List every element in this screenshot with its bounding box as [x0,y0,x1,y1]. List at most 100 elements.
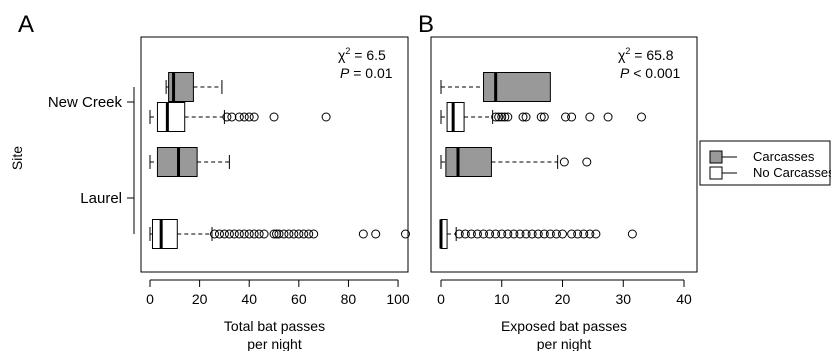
outlier-point [636,112,646,122]
outlier-point [509,229,519,239]
box-new-creek-carcasses [440,72,551,102]
outlier-point [527,229,537,239]
x-axis-label: per night [247,336,302,351]
outlier-point [400,229,410,239]
legend-entry: No Carcasses [709,165,831,180]
outlier-point [244,229,254,239]
outlier-point [591,229,601,239]
outlier-point [585,229,595,239]
outlier-point [567,229,577,239]
x-tick-label: 0 [146,291,154,307]
outlier-point [294,229,304,239]
outlier-point [539,112,549,122]
outlier-point [466,229,476,239]
outlier-point [234,229,244,239]
outlier-point [321,112,331,122]
x-axis-label: per night [537,336,592,351]
iqr-box [156,102,186,132]
outlier-point [472,229,482,239]
outlier-point [209,229,219,239]
stat-chi-squared: χ2 = 6.5 [338,46,386,63]
outlier-point [497,229,507,239]
panel-label: B [418,11,434,38]
outlier-point [358,229,368,239]
outlier-point [222,112,232,122]
outlier-point [579,229,589,239]
outlier-point [627,229,637,239]
outlier-point [272,229,281,239]
outlier-point [229,229,239,239]
plot-frame [140,36,409,273]
outlier-point [567,112,577,122]
outlier-point [497,112,507,122]
outlier-point [559,157,569,167]
outlier-point [239,229,249,239]
box-laurel-no-carcasses [149,219,410,249]
outlier-point [573,229,583,239]
outlier-point [515,229,525,239]
outlier-point [269,229,279,239]
iqr-box [483,72,551,102]
outlier-point [533,229,543,239]
outlier-point [603,112,613,122]
outlier-point [239,112,249,122]
outlier-point [249,112,259,122]
outlier-point [582,157,592,167]
outlier-point [585,112,595,122]
outlier-point [254,229,264,239]
x-tick-label: 40 [676,291,692,307]
outlier-point [244,112,254,122]
iqr-box [445,147,492,177]
outlier-point [227,112,237,122]
plot-frame [430,36,698,273]
y-axis-label: Site [9,146,25,170]
legend-swatch [709,166,723,180]
outlier-point [304,229,314,239]
outlier-point [551,229,561,239]
outlier-point [371,229,381,239]
stat-chi-squared: χ2 = 65.8 [618,46,674,63]
legend-entry: Carcasses [709,149,815,164]
x-tick-label: 10 [494,291,510,307]
outlier-point [503,112,513,122]
outlier-point [521,112,531,122]
stat-p-value: P < 0.001 [620,65,681,81]
outlier-point [234,112,244,122]
box-laurel-no-carcasses [439,219,637,249]
iqr-box [446,102,465,132]
x-tick-label: 30 [615,291,631,307]
x-tick-label: 100 [386,291,410,307]
x-tick-label: 80 [341,291,357,307]
outlier-point [289,229,299,239]
x-tick-label: 20 [555,291,571,307]
outlier-point [214,229,224,239]
stat-p-value: P = 0.01 [340,65,393,81]
box-new-creek-no-carcasses [440,102,646,132]
x-axis-label: Total bat passes [224,318,325,334]
outlier-point [460,229,470,239]
outlier-point [521,229,531,239]
outlier-point [284,229,294,239]
box-new-creek-carcasses [165,72,223,102]
x-tick-label: 20 [192,291,208,307]
y-tick-label: Laurel [80,190,122,207]
box-laurel-carcasses [440,147,592,177]
iqr-box [151,219,178,249]
panel-label: A [18,11,34,38]
x-tick-label: 0 [437,291,445,307]
outlier-point [479,229,489,239]
outlier-point [309,229,319,239]
panel-a: A 0 20 40 60 80 100 Total bat passes per night Ne… [9,11,410,351]
outlier-point [299,229,309,239]
outlier-point [494,112,504,122]
y-tick-label: New Creek [48,94,123,111]
outlier-point [518,112,528,122]
legend-label: Carcasses [753,149,815,164]
outlier-point [485,229,495,239]
outlier-point [545,229,555,239]
outlier-point [503,229,513,239]
x-tick-label: 60 [291,291,307,307]
outlier-point [558,229,567,239]
outlier-point [491,112,501,122]
